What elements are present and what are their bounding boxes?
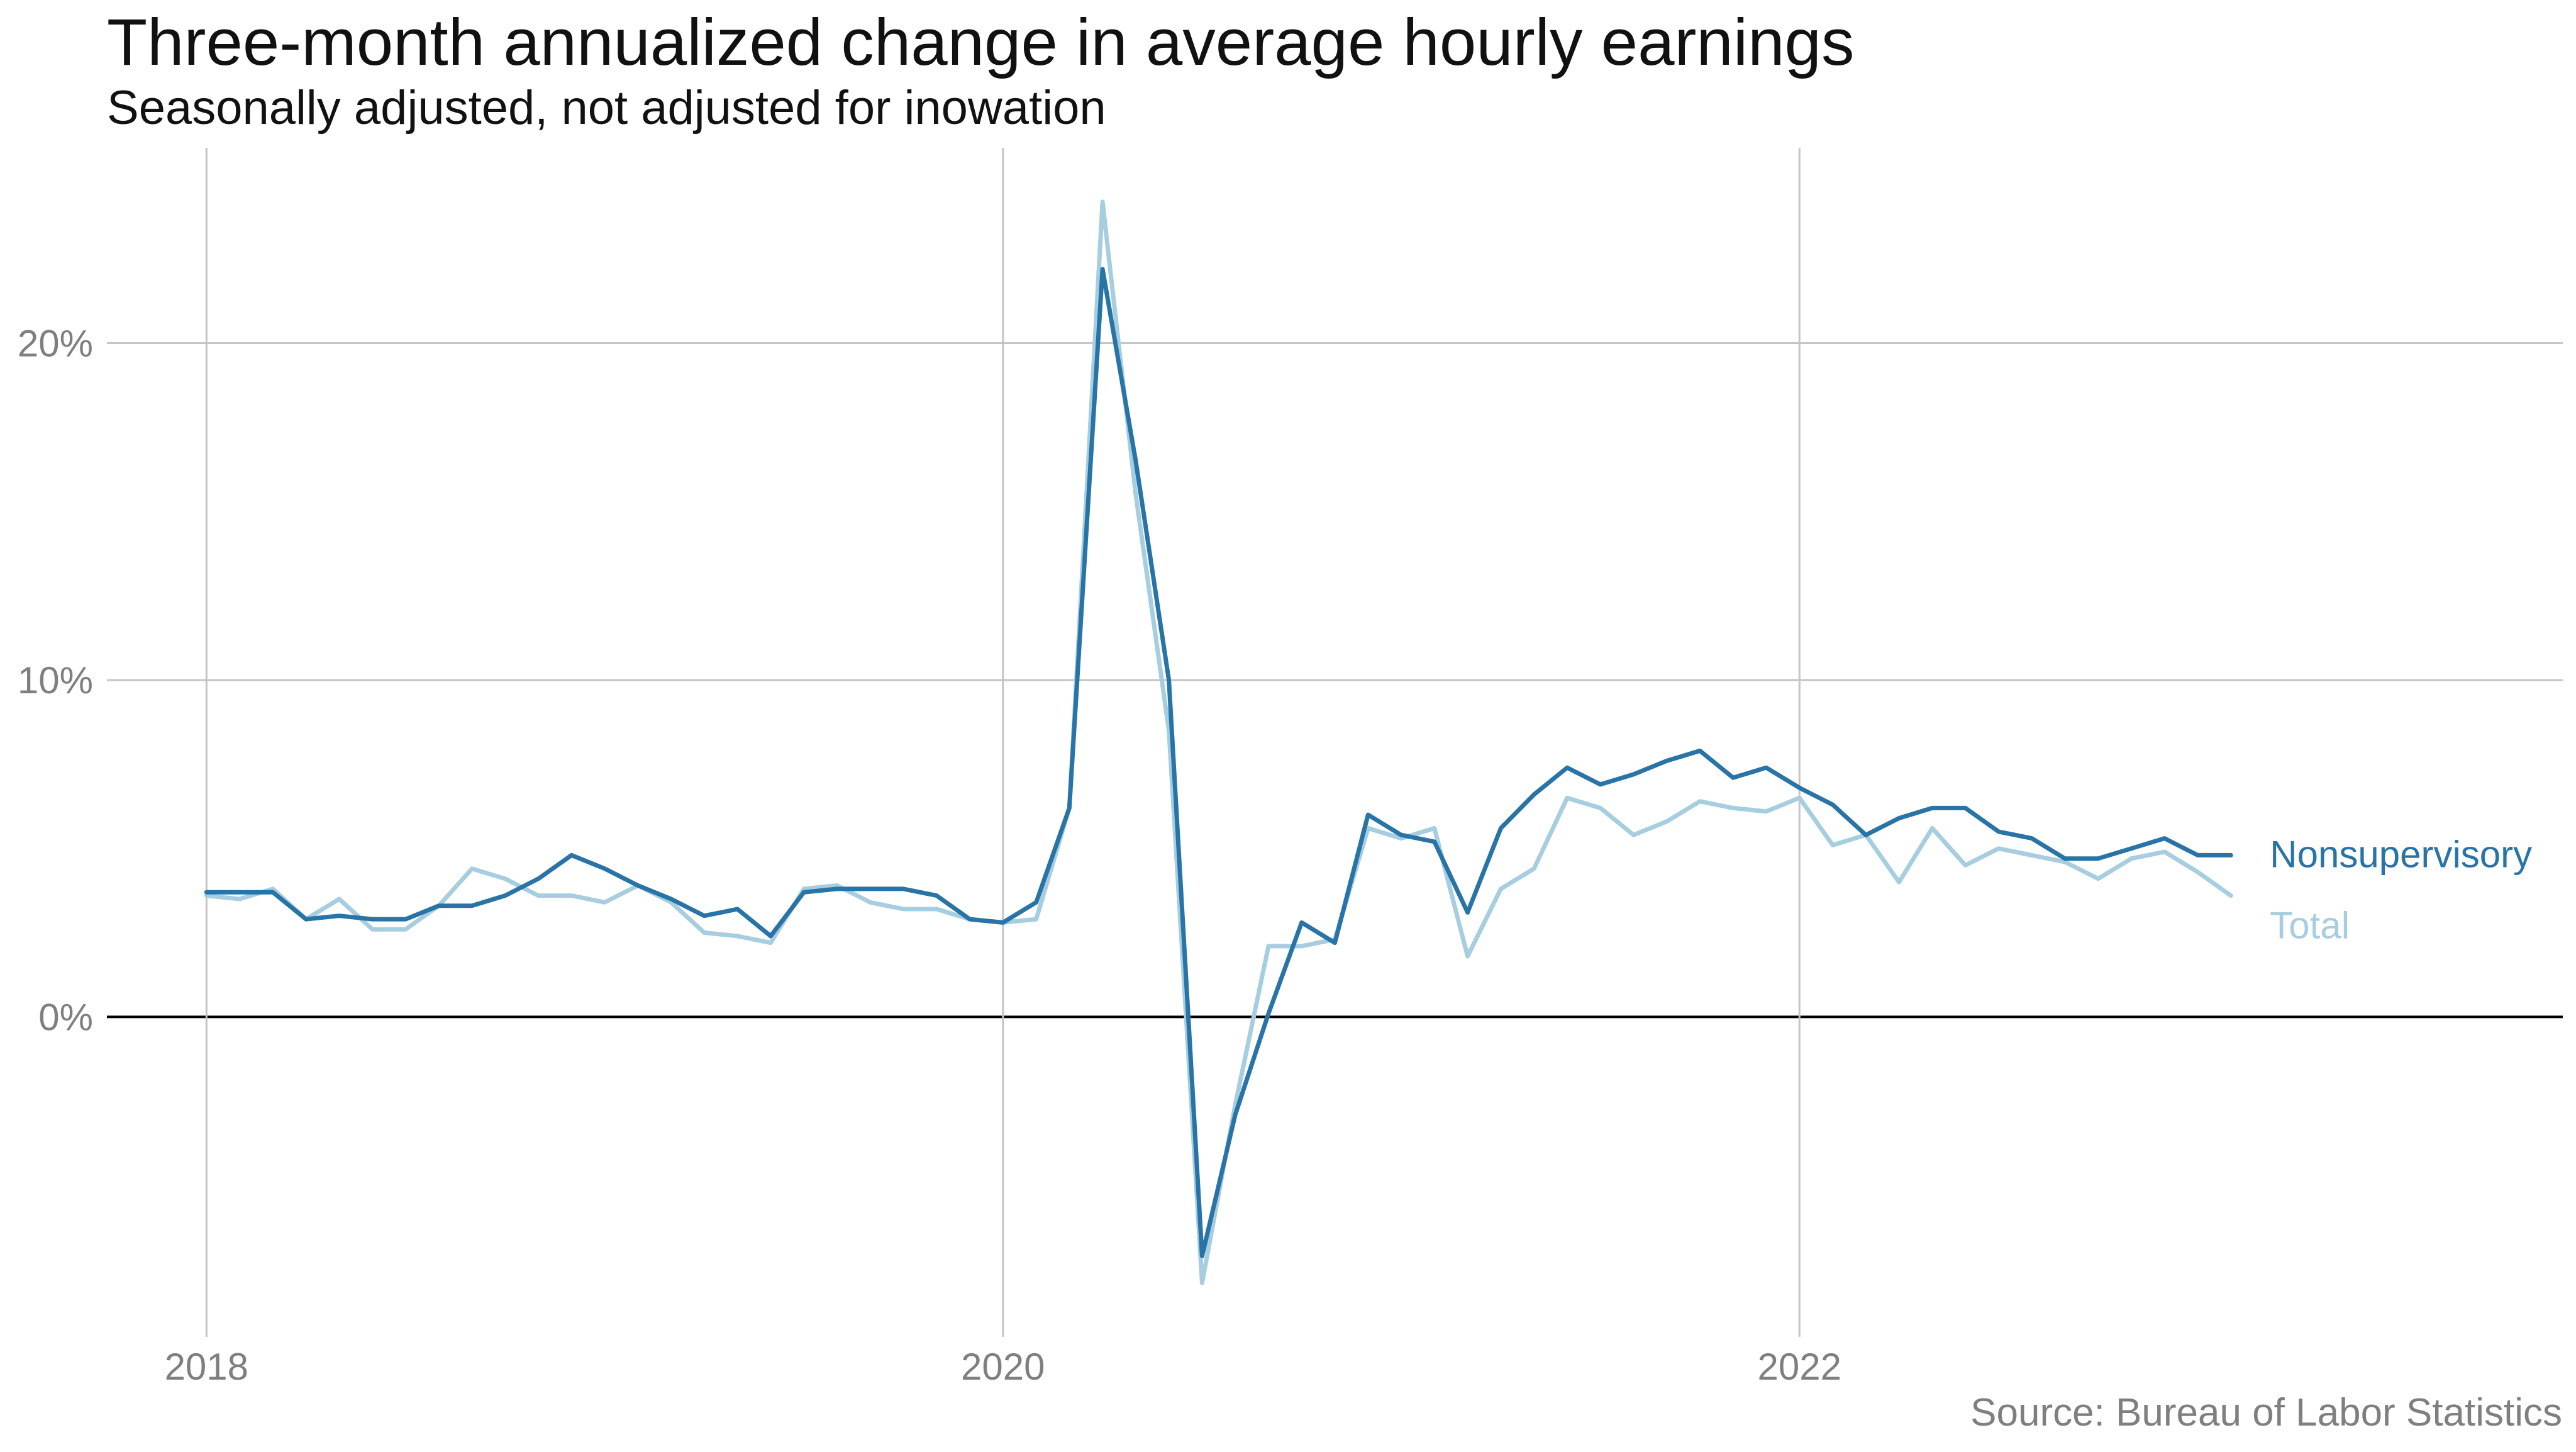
x-tick-label: 2020: [961, 1346, 1045, 1388]
axis-ticks: 0% 10% 20% 2018 2020 2022: [18, 323, 1841, 1388]
series-label-nonsupervisory: Nonsupervisory: [2270, 833, 2532, 875]
series-line-nonsupervisory: [204, 267, 2233, 1258]
series-label-total: Total: [2270, 905, 2350, 947]
x-tick-label: 2018: [165, 1346, 248, 1388]
y-tick-label: 20%: [18, 323, 93, 365]
chart-subtitle: Seasonally adjusted, not adjusted for in…: [107, 81, 1106, 135]
y-tick-label: 10%: [18, 659, 93, 701]
y-tick-label: 0%: [38, 996, 93, 1038]
series-lines: [204, 199, 2233, 1285]
series-labels: Nonsupervisory Total: [2270, 833, 2532, 946]
series-line-total: [204, 199, 2233, 1285]
source-note: Source: Bureau of Labor Statistics: [1970, 1391, 2562, 1434]
gridlines: [107, 148, 2563, 1337]
chart-title: Three-month annualized change in average…: [107, 6, 1855, 79]
x-tick-label: 2022: [1758, 1346, 1841, 1388]
